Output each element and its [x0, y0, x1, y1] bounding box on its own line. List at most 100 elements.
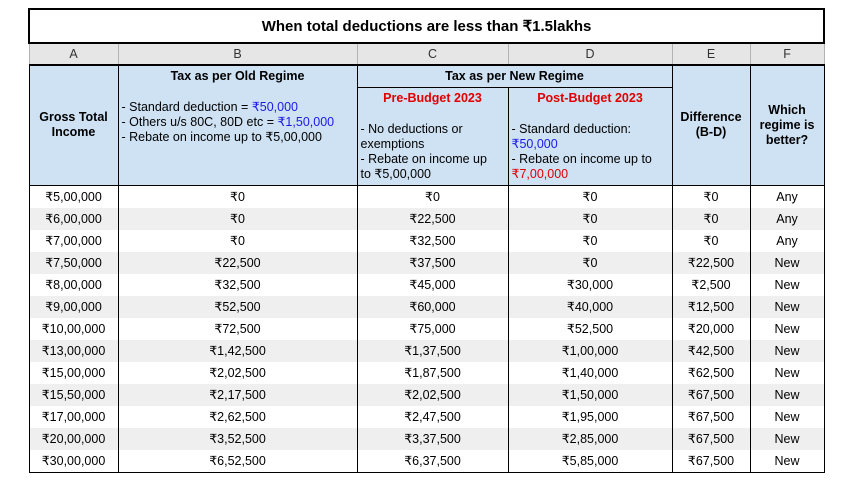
better-regime-cell[interactable]: New: [749, 251, 825, 274]
gross-total-income-header[interactable]: Gross Total Income: [28, 64, 119, 186]
difference-cell[interactable]: ₹0: [671, 185, 751, 208]
post-budget-tax-cell[interactable]: ₹5,85,000: [507, 449, 673, 473]
income-cell[interactable]: ₹7,50,000: [28, 251, 119, 274]
column-header-b[interactable]: B: [117, 42, 358, 66]
post-budget-tax-cell[interactable]: ₹1,95,000: [507, 405, 673, 428]
column-header-f[interactable]: F: [749, 42, 825, 66]
income-cell[interactable]: ₹20,00,000: [28, 427, 119, 450]
post-budget-tax-cell[interactable]: ₹0: [507, 251, 673, 274]
pre-budget-tax-cell[interactable]: ₹0: [356, 185, 509, 208]
post-budget-tax-cell[interactable]: ₹1,40,000: [507, 361, 673, 384]
post-budget-line4: ₹7,00,000: [511, 166, 569, 181]
income-cell[interactable]: ₹15,00,000: [28, 361, 119, 384]
pre-budget-tax-cell[interactable]: ₹2,02,500: [356, 383, 509, 406]
old-regime-tax-cell[interactable]: ₹32,500: [117, 273, 358, 296]
better-regime-cell[interactable]: New: [749, 317, 825, 340]
better-regime-cell[interactable]: New: [749, 361, 825, 384]
difference-header-line2: (B-D): [695, 125, 727, 140]
better-regime-cell[interactable]: New: [749, 383, 825, 406]
old-regime-line2-label: - Others u/s 80C, 80D etc =: [121, 115, 278, 129]
pre-budget-line3: - Rebate on income up: [360, 151, 487, 166]
pre-budget-tax-cell[interactable]: ₹22,500: [356, 207, 509, 230]
income-cell[interactable]: ₹7,00,000: [28, 229, 119, 252]
pre-budget-tax-cell[interactable]: ₹1,37,500: [356, 339, 509, 362]
old-regime-tax-cell[interactable]: ₹2,02,500: [117, 361, 358, 384]
column-header-a[interactable]: A: [28, 42, 119, 66]
post-budget-tax-cell[interactable]: ₹30,000: [507, 273, 673, 296]
difference-cell[interactable]: ₹20,000: [671, 317, 751, 340]
income-cell[interactable]: ₹5,00,000: [28, 185, 119, 208]
difference-cell[interactable]: ₹67,500: [671, 383, 751, 406]
better-regime-cell[interactable]: New: [749, 295, 825, 318]
old-regime-tax-cell[interactable]: ₹0: [117, 229, 358, 252]
old-regime-tax-cell[interactable]: ₹6,52,500: [117, 449, 358, 473]
better-regime-cell[interactable]: Any: [749, 229, 825, 252]
income-cell[interactable]: ₹15,50,000: [28, 383, 119, 406]
post-budget-tax-cell[interactable]: ₹0: [507, 229, 673, 252]
difference-cell[interactable]: ₹62,500: [671, 361, 751, 384]
pre-budget-tax-cell[interactable]: ₹75,000: [356, 317, 509, 340]
difference-cell[interactable]: ₹42,500: [671, 339, 751, 362]
income-cell[interactable]: ₹10,00,000: [28, 317, 119, 340]
new-regime-header[interactable]: Tax as per New Regime: [356, 64, 673, 88]
better-regime-cell[interactable]: New: [749, 339, 825, 362]
table-row: ₹13,00,000 ₹1,42,500 ₹1,37,500 ₹1,00,000 ₹42…: [28, 339, 825, 362]
post-budget-tax-cell[interactable]: ₹2,85,000: [507, 427, 673, 450]
old-regime-tax-cell[interactable]: ₹3,52,500: [117, 427, 358, 450]
difference-cell[interactable]: ₹2,500: [671, 273, 751, 296]
better-regime-header[interactable]: Which regime is better?: [749, 64, 825, 186]
old-regime-line1-label: - Standard deduction =: [121, 100, 252, 114]
old-regime-tax-cell[interactable]: ₹2,17,500: [117, 383, 358, 406]
difference-cell[interactable]: ₹0: [671, 229, 751, 252]
better-regime-cell[interactable]: Any: [749, 207, 825, 230]
table-row: ₹20,00,000 ₹3,52,500 ₹3,37,500 ₹2,85,000 ₹67…: [28, 427, 825, 450]
income-cell[interactable]: ₹9,00,000: [28, 295, 119, 318]
difference-header[interactable]: Difference (B-D): [671, 64, 751, 186]
column-header-c[interactable]: C: [356, 42, 509, 66]
pre-budget-header[interactable]: Pre-Budget 2023 - No deductions or exemp…: [356, 86, 509, 186]
column-header-e[interactable]: E: [671, 42, 751, 66]
post-budget-tax-cell[interactable]: ₹0: [507, 185, 673, 208]
better-header-line1: Which: [768, 102, 806, 117]
difference-cell[interactable]: ₹0: [671, 207, 751, 230]
income-cell[interactable]: ₹6,00,000: [28, 207, 119, 230]
post-budget-tax-cell[interactable]: ₹0: [507, 207, 673, 230]
post-budget-header[interactable]: Post-Budget 2023 - Standard deduction: ₹…: [507, 86, 673, 186]
post-budget-tax-cell[interactable]: ₹1,50,000: [507, 383, 673, 406]
pre-budget-tax-cell[interactable]: ₹1,87,500: [356, 361, 509, 384]
old-regime-tax-cell[interactable]: ₹0: [117, 185, 358, 208]
difference-cell[interactable]: ₹67,500: [671, 405, 751, 428]
old-regime-tax-cell[interactable]: ₹22,500: [117, 251, 358, 274]
better-regime-cell[interactable]: New: [749, 273, 825, 296]
old-regime-tax-cell[interactable]: ₹1,42,500: [117, 339, 358, 362]
old-regime-header[interactable]: Tax as per Old Regime - Standard deducti…: [117, 64, 358, 186]
old-regime-tax-cell[interactable]: ₹72,500: [117, 317, 358, 340]
income-cell[interactable]: ₹17,00,000: [28, 405, 119, 428]
column-header-d[interactable]: D: [507, 42, 673, 66]
income-cell[interactable]: ₹13,00,000: [28, 339, 119, 362]
post-budget-tax-cell[interactable]: ₹52,500: [507, 317, 673, 340]
old-regime-tax-cell[interactable]: ₹0: [117, 207, 358, 230]
post-budget-tax-cell[interactable]: ₹40,000: [507, 295, 673, 318]
difference-cell[interactable]: ₹22,500: [671, 251, 751, 274]
post-budget-tax-cell[interactable]: ₹1,00,000: [507, 339, 673, 362]
difference-cell[interactable]: ₹67,500: [671, 449, 751, 473]
better-regime-cell[interactable]: New: [749, 405, 825, 428]
income-cell[interactable]: ₹8,00,000: [28, 273, 119, 296]
better-regime-cell[interactable]: New: [749, 427, 825, 450]
difference-cell[interactable]: ₹67,500: [671, 427, 751, 450]
pre-budget-tax-cell[interactable]: ₹60,000: [356, 295, 509, 318]
difference-cell[interactable]: ₹12,500: [671, 295, 751, 318]
pre-budget-tax-cell[interactable]: ₹37,500: [356, 251, 509, 274]
old-regime-tax-cell[interactable]: ₹52,500: [117, 295, 358, 318]
pre-budget-tax-cell[interactable]: ₹6,37,500: [356, 449, 509, 473]
better-regime-cell[interactable]: New: [749, 449, 825, 473]
table-title[interactable]: When total deductions are less than ₹1.5…: [27, 8, 826, 44]
better-regime-cell[interactable]: Any: [749, 185, 825, 208]
pre-budget-tax-cell[interactable]: ₹45,000: [356, 273, 509, 296]
pre-budget-tax-cell[interactable]: ₹2,47,500: [356, 405, 509, 428]
pre-budget-tax-cell[interactable]: ₹3,37,500: [356, 427, 509, 450]
pre-budget-tax-cell[interactable]: ₹32,500: [356, 229, 509, 252]
old-regime-tax-cell[interactable]: ₹2,62,500: [117, 405, 358, 428]
income-cell[interactable]: ₹30,00,000: [28, 449, 119, 473]
